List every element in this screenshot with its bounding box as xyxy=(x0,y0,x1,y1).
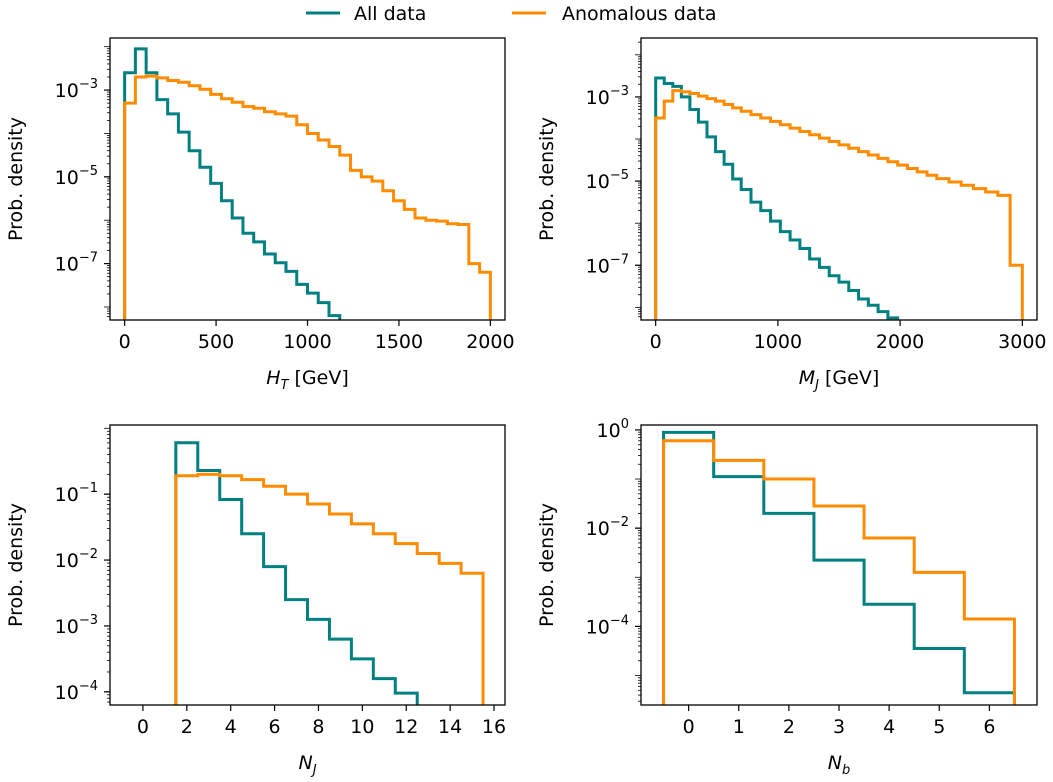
x-tick-label: 0 xyxy=(137,716,149,738)
x-tick-label: 5 xyxy=(933,716,945,738)
y-tick-label: 10−7 xyxy=(55,251,98,276)
y-tick-label: 10−3 xyxy=(586,84,629,109)
x-axis-label: Nb xyxy=(828,752,850,778)
x-axis-label: NJ xyxy=(298,752,316,778)
y-tick-label: 10−5 xyxy=(55,164,98,189)
axes-frame xyxy=(109,424,506,706)
y-tick-label: 10−5 xyxy=(586,168,629,193)
x-tick-label: 12 xyxy=(394,716,418,738)
axes-frame xyxy=(640,37,1038,321)
x-tick-label: 8 xyxy=(312,716,324,738)
y-axis-label: Prob. density xyxy=(5,117,27,241)
x-tick-label: 500 xyxy=(198,331,234,353)
series-all-data-step-line xyxy=(662,430,1016,705)
panel-1: 0 500 1000 1500 2000 10−3 10−5 10−7 Prob. densit… xyxy=(5,37,515,393)
x-tick-label: 4 xyxy=(883,716,895,738)
y-axis-label: Prob. density xyxy=(5,503,27,627)
series-anomalous-data-step-line xyxy=(662,439,1016,705)
x-tick-label: 4 xyxy=(225,716,237,738)
series-anomalous-data-step-line xyxy=(654,89,1024,320)
x-tick-label: 6 xyxy=(269,716,281,738)
series-anomalous-data-step-line xyxy=(123,74,492,320)
x-tick-label: 1500 xyxy=(375,331,423,353)
series-all-data-step-line xyxy=(174,441,419,705)
y-axis-label: Prob. density xyxy=(536,117,558,241)
panel-2: 0 1000 2000 3000 10−3 10−5 10−7 Prob. density MJ… xyxy=(536,37,1047,393)
panel-4: 0 1 2 3 4 5 6 100 10−2 10−4 Prob. density Nb xyxy=(536,417,1038,778)
series-anomalous-data-step-line xyxy=(174,472,485,705)
x-tick-label: 14 xyxy=(438,716,462,738)
y-tick-label: 10−4 xyxy=(586,613,629,638)
x-tick-label: 0 xyxy=(119,331,131,353)
y-tick-label: 10−1 xyxy=(55,481,98,506)
x-tick-label: 1 xyxy=(733,716,745,738)
y-tick-label: 10−7 xyxy=(586,252,629,277)
x-axis-label: HT [GeV] xyxy=(266,367,349,393)
y-tick-label: 10−4 xyxy=(55,679,98,704)
x-tick-label: 16 xyxy=(482,716,506,738)
y-tick-label: 10−3 xyxy=(55,613,98,638)
x-tick-label: 2000 xyxy=(466,331,514,353)
y-tick-label: 10−2 xyxy=(55,547,98,572)
legend: All data Anomalous data xyxy=(306,3,717,25)
x-tick-label: 3000 xyxy=(998,331,1046,353)
axes-frame xyxy=(640,424,1038,706)
legend-label-all-data: All data xyxy=(354,3,426,25)
x-tick-label: 0 xyxy=(650,331,662,353)
panel-3: 0 2 4 6 8 10 12 14 16 10−1 10−2 10−3 10−4 Prob. densi… xyxy=(5,424,506,778)
x-tick-label: 2000 xyxy=(876,331,924,353)
series-all-data-step-line xyxy=(123,47,342,320)
x-tick-label: 0 xyxy=(683,716,695,738)
x-tick-label: 3 xyxy=(833,716,845,738)
x-tick-label: 10 xyxy=(350,716,374,738)
legend-label-anomalous-data: Anomalous data xyxy=(562,3,717,25)
series-all-data-step-line xyxy=(654,76,900,320)
y-tick-label: 10−3 xyxy=(55,77,98,102)
x-axis-label: MJ [GeV] xyxy=(799,367,880,393)
y-tick-label: 10−2 xyxy=(586,515,629,540)
y-axis-label: Prob. density xyxy=(536,503,558,627)
x-tick-label: 2 xyxy=(181,716,193,738)
y-tick-label: 100 xyxy=(597,417,629,442)
x-tick-label: 6 xyxy=(983,716,995,738)
x-tick-label: 1000 xyxy=(283,331,331,353)
x-tick-label: 1000 xyxy=(754,331,802,353)
x-tick-label: 2 xyxy=(783,716,795,738)
